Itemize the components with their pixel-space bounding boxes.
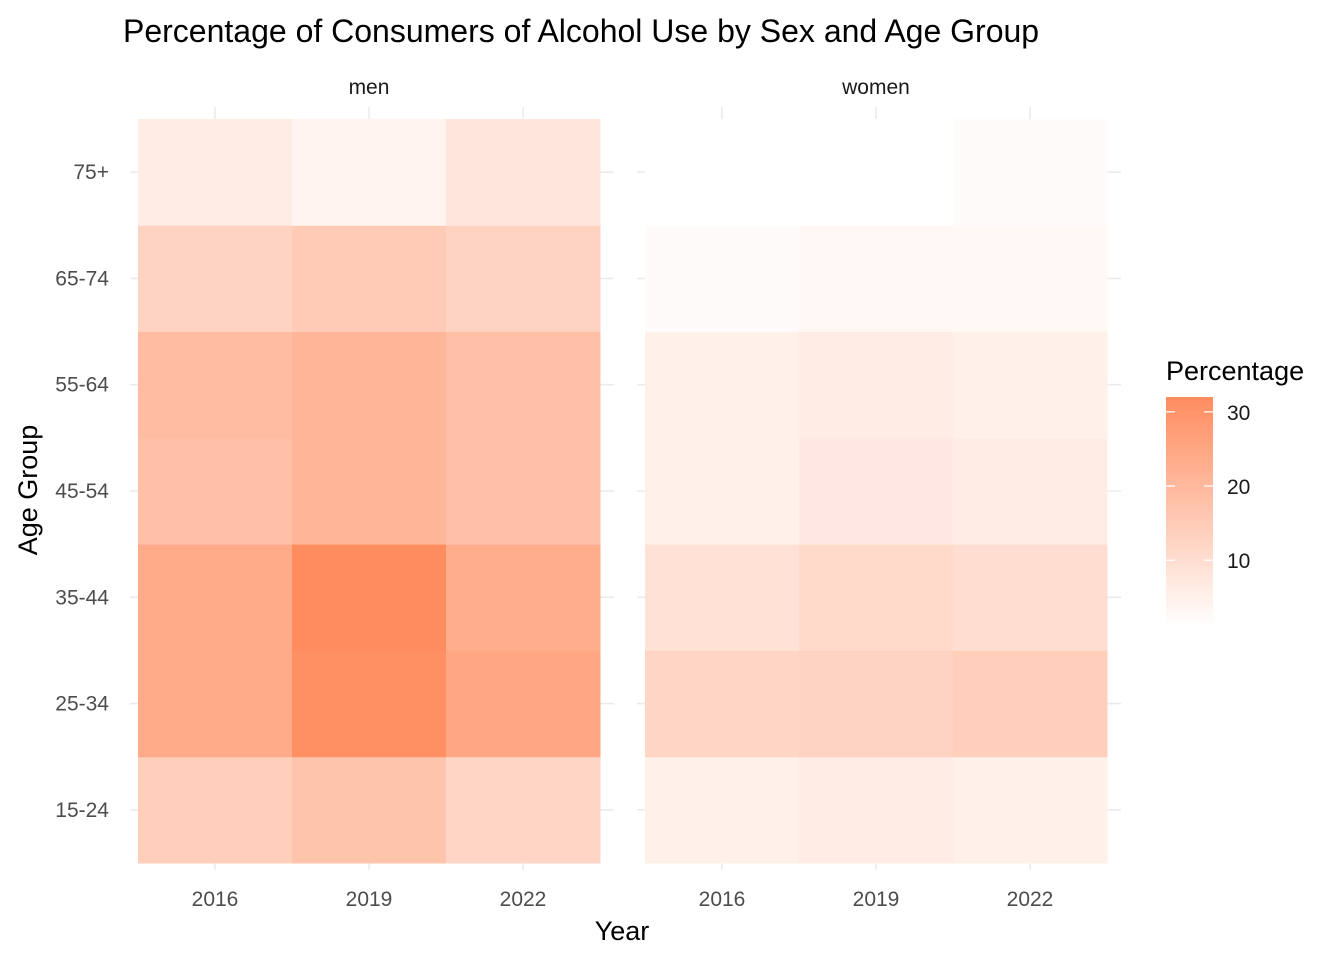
tile-men-2022-35-44 bbox=[446, 544, 601, 651]
tile-women-2019-75+ bbox=[799, 119, 954, 226]
tile-women-2022-25-34 bbox=[953, 650, 1108, 758]
tile-women-2019-65-74 bbox=[799, 225, 954, 333]
tile-women-2019-45-54 bbox=[799, 437, 954, 545]
x-axis-title: Year bbox=[595, 916, 650, 946]
tile-women-2019-35-44 bbox=[799, 544, 954, 651]
tile-men-2022-45-54 bbox=[446, 437, 601, 545]
y-axis-title: Age Group bbox=[13, 425, 43, 556]
legend-tick-label: 20 bbox=[1227, 476, 1250, 499]
x-tick-label: 2022 bbox=[1007, 888, 1054, 911]
tile-men-2022-15-24 bbox=[446, 756, 601, 864]
y-tick-label: 45-54 bbox=[55, 480, 109, 503]
tile-women-2016-45-54 bbox=[645, 437, 800, 545]
tile-men-2016-25-34 bbox=[138, 650, 293, 758]
tile-men-2019-75+ bbox=[292, 119, 447, 226]
tile-men-2016-35-44 bbox=[138, 544, 293, 651]
tile-men-2022-75+ bbox=[446, 119, 601, 226]
tile-men-2016-45-54 bbox=[138, 437, 293, 545]
tile-men-2019-15-24 bbox=[292, 756, 447, 864]
tile-men-2016-55-64 bbox=[138, 331, 293, 439]
y-tick-label: 35-44 bbox=[55, 586, 109, 609]
tile-men-2022-55-64 bbox=[446, 331, 601, 439]
tile-men-2016-15-24 bbox=[138, 756, 293, 864]
legend-colorbar bbox=[1166, 397, 1213, 627]
y-tick-label: 25-34 bbox=[55, 693, 109, 716]
y-tick-label: 55-64 bbox=[55, 374, 109, 397]
y-tick-label: 15-24 bbox=[55, 799, 109, 822]
tile-women-2016-35-44 bbox=[645, 544, 800, 651]
legend-tick-label: 10 bbox=[1227, 550, 1250, 573]
tile-women-2016-25-34 bbox=[645, 650, 800, 758]
facet-label-women: women bbox=[841, 76, 910, 99]
tile-men-2022-65-74 bbox=[446, 225, 601, 333]
tile-women-2022-35-44 bbox=[953, 544, 1108, 651]
tile-women-2022-75+ bbox=[953, 119, 1108, 226]
tile-women-2022-45-54 bbox=[953, 437, 1108, 545]
tile-women-2022-65-74 bbox=[953, 225, 1108, 333]
tile-women-2016-65-74 bbox=[645, 225, 800, 333]
tile-women-2019-25-34 bbox=[799, 650, 954, 758]
y-tick-label: 75+ bbox=[73, 161, 109, 184]
x-tick-label: 2019 bbox=[346, 888, 393, 911]
tile-men-2016-65-74 bbox=[138, 225, 293, 333]
axis-labels: men 2016 2019 2022 women 2016 2019 2022 15-24 25-… bbox=[55, 76, 1053, 911]
x-tick-label: 2016 bbox=[192, 888, 239, 911]
tile-women-2022-55-64 bbox=[953, 331, 1108, 439]
tile-women-2016-55-64 bbox=[645, 331, 800, 439]
tile-men-2019-25-34 bbox=[292, 650, 447, 758]
chart-title: Percentage of Consumers of Alcohol Use b… bbox=[123, 13, 1039, 49]
tile-men-2019-45-54 bbox=[292, 437, 447, 545]
legend: Percentage 10 20 30 bbox=[1166, 356, 1304, 627]
tile-men-2019-35-44 bbox=[292, 544, 447, 651]
tile-men-2022-25-34 bbox=[446, 650, 601, 758]
heatmap-tiles bbox=[138, 119, 1108, 864]
tile-women-2022-15-24 bbox=[953, 756, 1108, 864]
x-tick-label: 2019 bbox=[853, 888, 900, 911]
y-tick-label: 65-74 bbox=[55, 267, 109, 290]
tile-women-2019-55-64 bbox=[799, 331, 954, 439]
legend-title: Percentage bbox=[1166, 356, 1304, 386]
tile-women-2016-15-24 bbox=[645, 756, 800, 864]
x-tick-label: 2016 bbox=[699, 888, 746, 911]
tile-men-2019-65-74 bbox=[292, 225, 447, 333]
legend-tick-label: 30 bbox=[1227, 402, 1250, 425]
tile-men-2019-55-64 bbox=[292, 331, 447, 439]
facet-label-men: men bbox=[349, 76, 390, 99]
tile-men-2016-75+ bbox=[138, 119, 293, 226]
tile-women-2019-15-24 bbox=[799, 756, 954, 864]
tile-women-2016-75+ bbox=[645, 119, 800, 226]
x-tick-label: 2022 bbox=[500, 888, 547, 911]
